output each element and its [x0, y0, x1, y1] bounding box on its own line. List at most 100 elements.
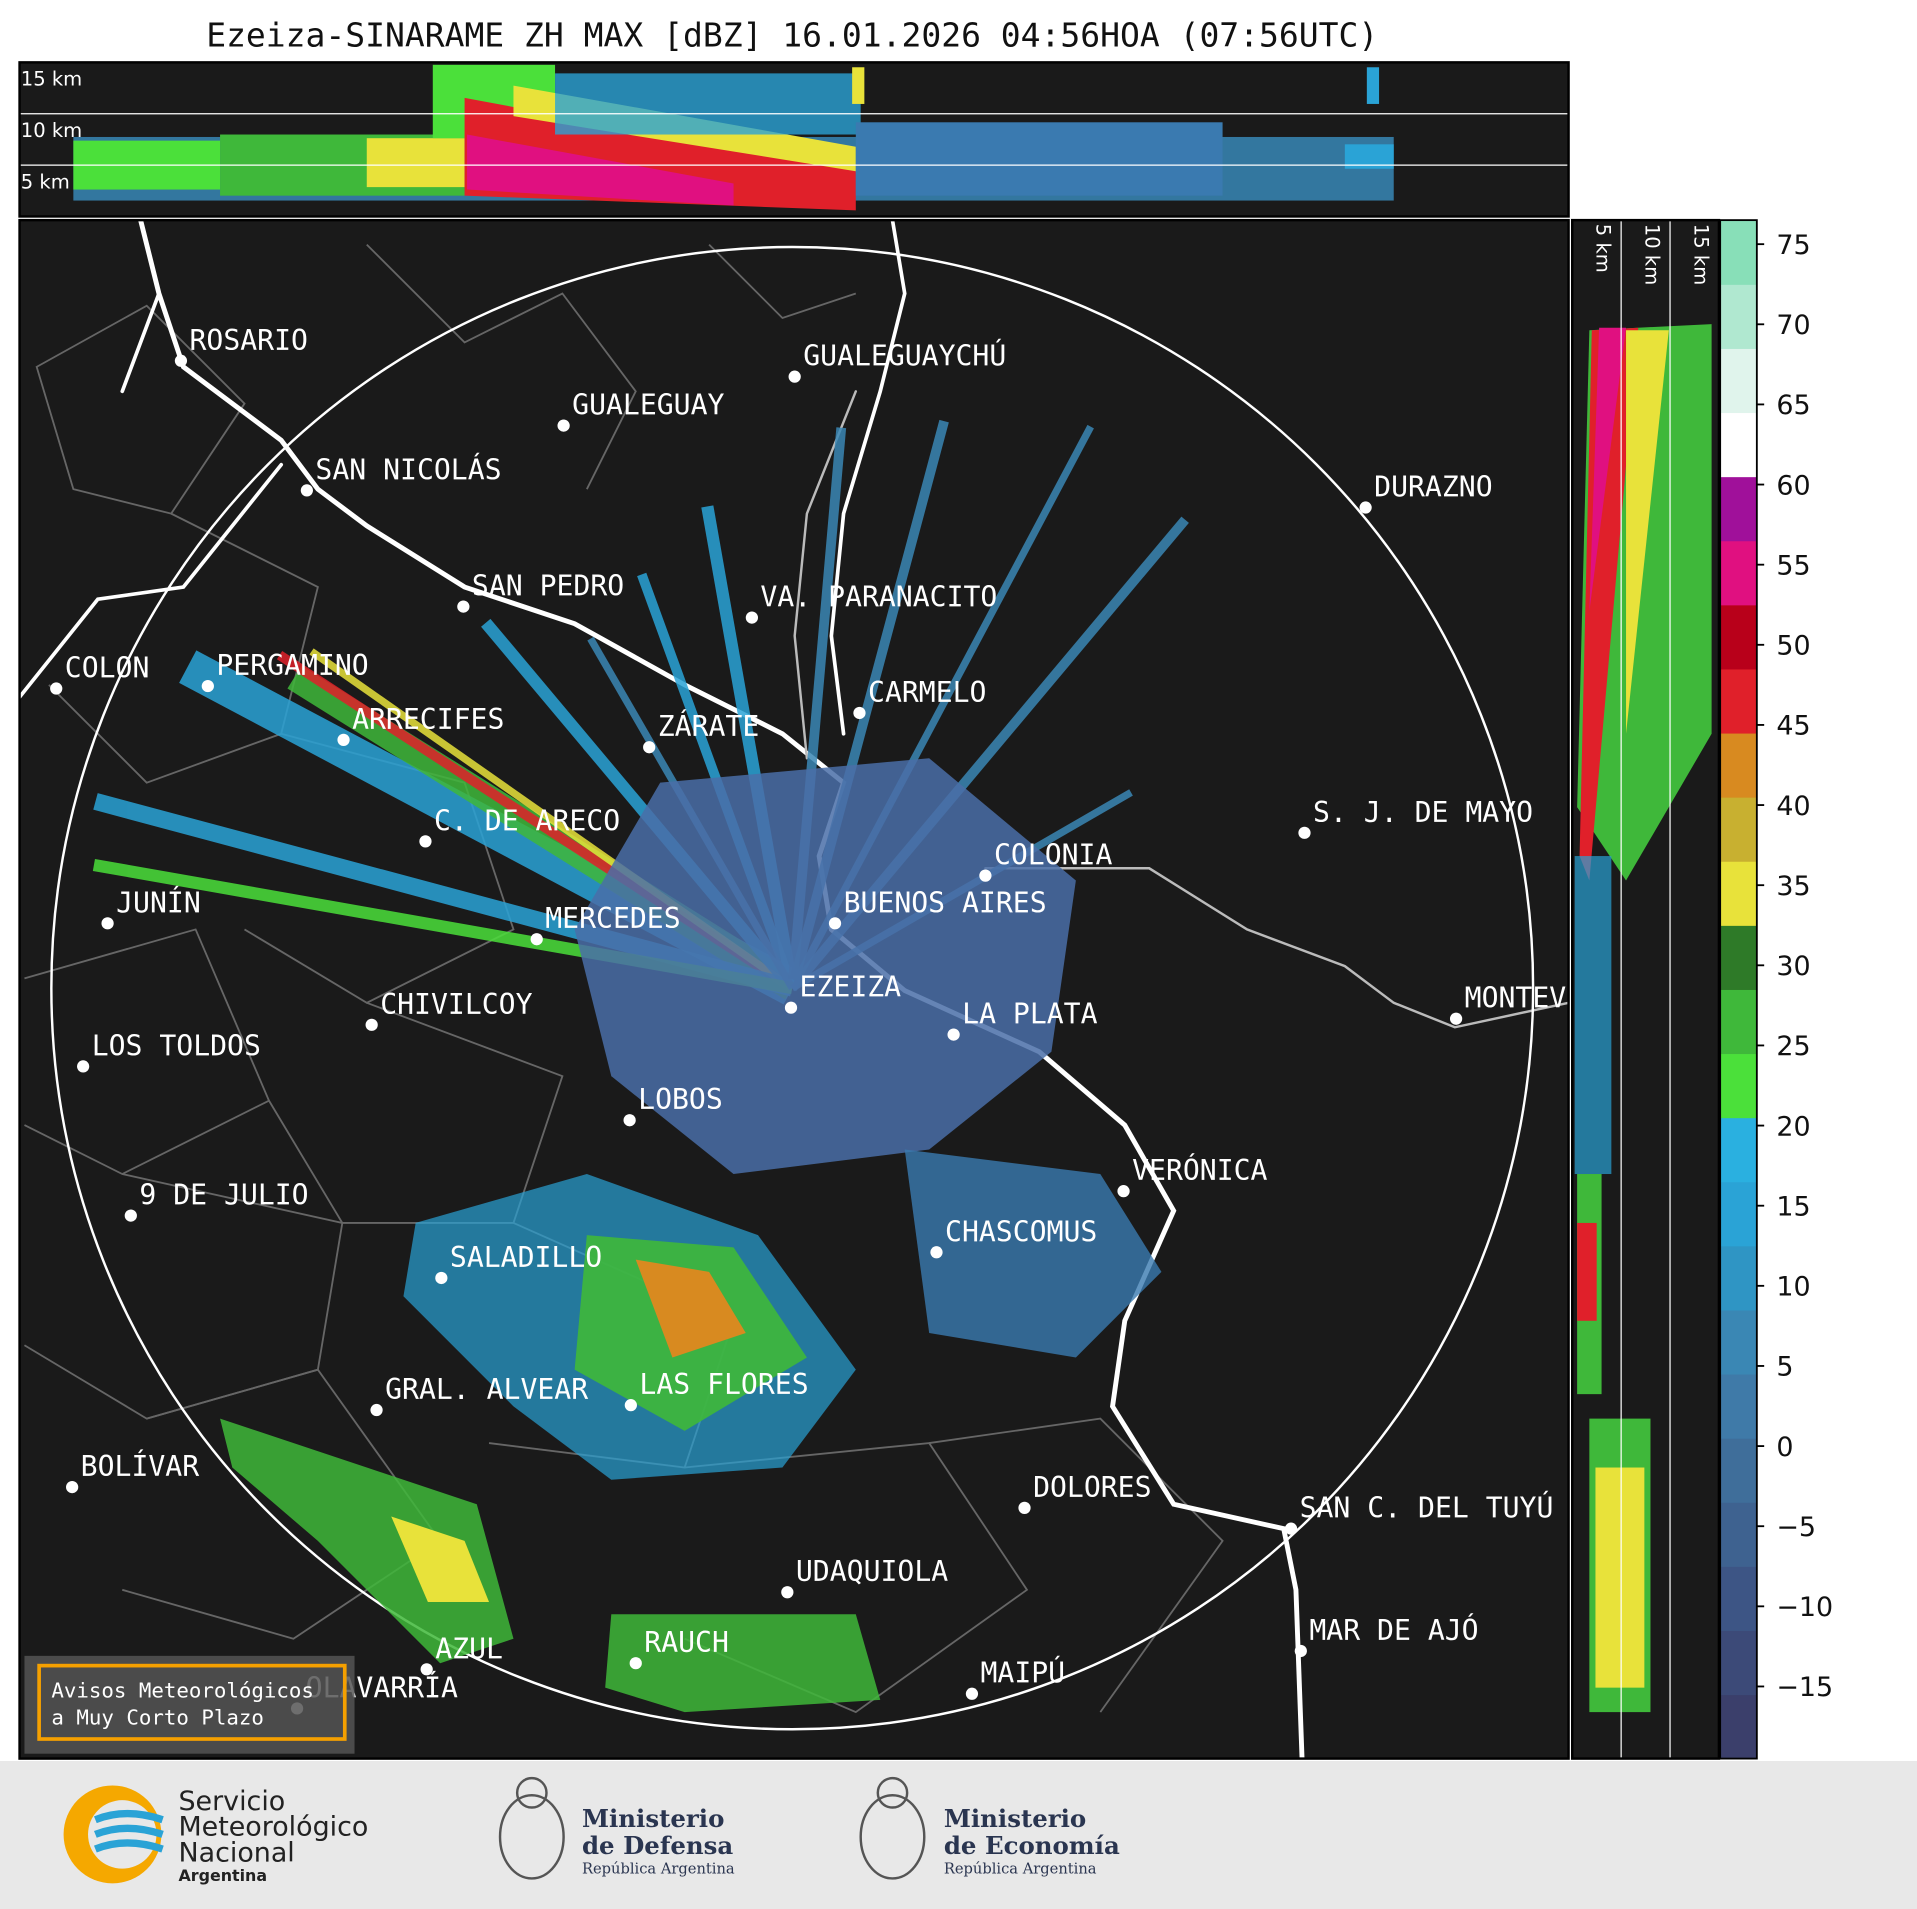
city-dot: [419, 835, 432, 848]
city-dot: [853, 706, 866, 720]
height-label: 5 km: [1592, 224, 1615, 273]
colorbar-tick-label: −10: [1776, 1592, 1833, 1623]
smn-text: Argentina: [178, 1866, 267, 1885]
city-dot: [66, 1480, 79, 1494]
city-dot: [300, 484, 313, 497]
city-dot: [643, 741, 656, 754]
colorbar-frame: [1719, 219, 1758, 1760]
city-label: BUENOS AIRES: [844, 886, 1047, 919]
colorbar-tick-label: 40: [1776, 791, 1810, 822]
ministry-text: Ministerio: [944, 1804, 1086, 1833]
city-label: CARMELO: [868, 676, 986, 709]
colorbar-tick-label: 5: [1776, 1352, 1793, 1383]
colorbar-band: [1720, 989, 1757, 1055]
city-dot: [784, 1001, 798, 1014]
city-label: BOLÍVAR: [81, 1449, 200, 1483]
colorbar-band: [1720, 1181, 1757, 1247]
colorbar-tick-label: 60: [1776, 470, 1810, 501]
ministry-text: República Argentina: [582, 1861, 735, 1878]
city-dot: [1018, 1501, 1031, 1514]
colorbar-tick-label: 55: [1776, 550, 1810, 581]
economia-emblem: [859, 1776, 926, 1880]
smn-text: Meteorológico: [178, 1812, 368, 1843]
notice-frame[interactable]: [37, 1663, 347, 1741]
colorbar-band: [1720, 861, 1757, 926]
city-label: SAN NICOLÁS: [315, 452, 501, 486]
city-dot: [124, 1209, 137, 1222]
city-dot: [828, 917, 842, 930]
city-label: RAUCH: [644, 1626, 729, 1659]
city-dot: [50, 682, 63, 695]
colorbar-band: [1720, 1373, 1757, 1439]
colorbar-band: [1720, 1117, 1757, 1183]
city-dot: [788, 370, 801, 383]
city-dot: [201, 679, 214, 693]
side-section: [1572, 220, 1719, 1759]
colorbar-band: [1720, 925, 1757, 990]
city-label: EZEIZA: [800, 971, 902, 1004]
city-label: DURAZNO: [1374, 471, 1492, 504]
city-label: VA. PARANACITO: [760, 581, 997, 614]
height-label: 15 km: [1689, 224, 1712, 285]
colorbar-band: [1720, 348, 1757, 414]
city-dot: [1117, 1185, 1130, 1198]
colorbar-tick-label: 50: [1776, 631, 1810, 662]
city-label: LOBOS: [638, 1083, 723, 1116]
city-label: GRAL. ALVEAR: [385, 1373, 588, 1406]
footer-bg: [0, 1761, 1917, 1909]
city-label: CHIVILCOY: [380, 988, 532, 1021]
city-label: CHASCOMUS: [945, 1215, 1097, 1248]
colorbar-tick-label: −5: [1776, 1512, 1816, 1543]
city-label: ARRECIFES: [352, 703, 504, 736]
city-label: 9 DE JULIO: [139, 1179, 308, 1212]
colorbar-tick-label: 35: [1776, 871, 1810, 902]
colorbar-tick-label: 25: [1776, 1031, 1810, 1062]
smn-text: Servicio: [178, 1786, 285, 1817]
colorbar-tick-label: 0: [1776, 1432, 1793, 1463]
city-label: LOS TOLDOS: [92, 1029, 261, 1062]
city-dot: [457, 600, 470, 613]
city-label: MERCEDES: [545, 902, 680, 935]
city-dot: [435, 1271, 448, 1285]
ministry-text: República Argentina: [944, 1861, 1097, 1878]
city-label: GUALEGUAYCHÚ: [803, 339, 1006, 373]
colorbar-band: [1720, 604, 1757, 670]
colorbar-band: [1720, 1053, 1757, 1119]
colorbar-tick-label: 65: [1776, 390, 1810, 421]
city-label: DOLORES: [1033, 1471, 1151, 1504]
colorbar-tick-label: 30: [1776, 951, 1810, 982]
colorbar-tick-label: 75: [1776, 230, 1810, 261]
city-dot: [947, 1028, 960, 1041]
city-dot: [624, 1399, 637, 1412]
city-label: VERÓNICA: [1132, 1153, 1267, 1187]
city-dot: [101, 917, 114, 930]
city-label: ROSARIO: [189, 324, 307, 357]
city-dot: [174, 354, 188, 367]
colorbar-tick-label: 10: [1776, 1272, 1810, 1303]
city-label: SAN C. DEL TUYÚ: [1300, 1491, 1554, 1525]
colorbar-band: [1720, 476, 1757, 542]
city-label: ZÁRATE: [658, 709, 760, 743]
colorbar-band: [1720, 1566, 1757, 1631]
colorbar-band: [1720, 1694, 1757, 1760]
city-label: MAR DE AJÓ: [1309, 1613, 1478, 1647]
city-dot: [965, 1687, 979, 1700]
colorbar-band: [1720, 540, 1757, 606]
height-label: 10 km: [1641, 224, 1664, 285]
city-dot: [1449, 1012, 1463, 1025]
ministry-text: de Defensa: [582, 1831, 733, 1860]
height-label: 10 km: [21, 119, 82, 142]
city-dot: [370, 1403, 383, 1417]
map: ROSARIO GUALEGUAYCHÚ GUALEGUAY SAN NICOLÁS D…: [19, 220, 1569, 1759]
city-label: S. J. DE MAYO: [1313, 796, 1533, 829]
city-label: GUALEGUAY: [572, 389, 724, 422]
city-dot: [1294, 1644, 1307, 1658]
colorbar-tick-label: 45: [1776, 711, 1810, 742]
colorbar-band: [1720, 284, 1757, 349]
city-label: AZUL: [435, 1632, 503, 1665]
city-label: UDAQUIOLA: [796, 1555, 948, 1588]
city-dot: [781, 1586, 794, 1599]
colorbar-band: [1720, 1245, 1757, 1311]
